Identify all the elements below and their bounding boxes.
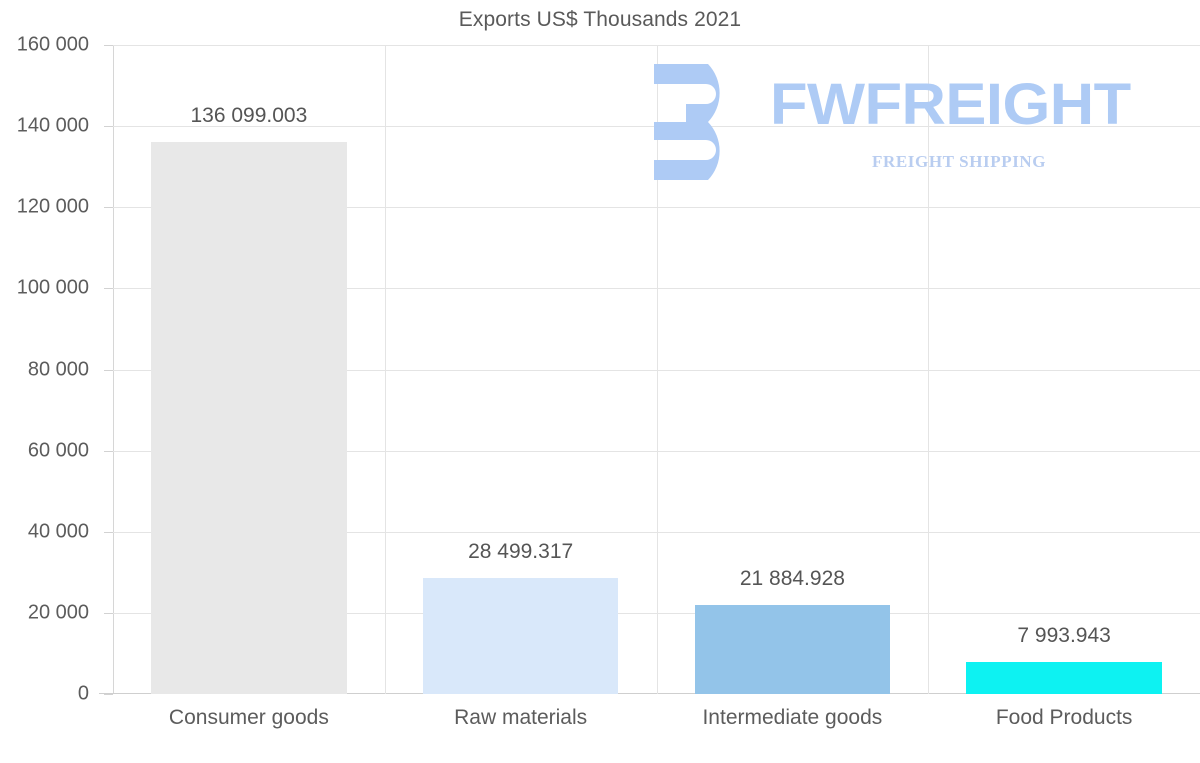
y-axis-tick-label: 40 000: [27, 520, 89, 543]
gridline-horizontal: [113, 288, 1200, 290]
x-axis-tick-label: Consumer goods: [168, 706, 329, 729]
y-axis-tick-mark: [104, 450, 113, 452]
y-axis-tick-label: 20 000: [27, 601, 89, 624]
gridline-horizontal: [113, 612, 1200, 614]
y-axis-tick-label: 100 000: [16, 276, 89, 299]
y-axis-tick-label: 140 000: [16, 114, 89, 137]
y-axis-tick-label: 60 000: [27, 439, 89, 462]
y-axis-tick-mark: [104, 207, 113, 209]
gridline-horizontal: [113, 207, 1200, 209]
y-axis-tick-mark: [104, 126, 113, 128]
x-axis-tick-label: Intermediate goods: [702, 706, 883, 729]
x-axis-tick-label: Raw materials: [454, 706, 588, 729]
chart-title: Exports US$ Thousands 2021: [458, 8, 742, 31]
y-axis-tick-label: 120 000: [16, 195, 89, 218]
y-axis-tick-mark: [104, 45, 113, 46]
y-axis-tick-label: 0: [77, 682, 89, 705]
x-axis-baseline: [99, 693, 1200, 694]
gridline-horizontal: [113, 531, 1200, 533]
gridline-vertical: [928, 45, 929, 694]
y-axis-tick-mark: [104, 531, 113, 533]
y-axis-tick-mark: [104, 288, 113, 290]
bar-consumer-goods[interactable]: [151, 141, 347, 694]
bar-value-label: 7 993.943: [1017, 623, 1111, 647]
plot-area: 0 20 000 40 000 60 000 80 000 100 000 120 000 1…: [17, 34, 1200, 729]
y-axis-tick-mark: [104, 612, 113, 614]
gridline-horizontal: [113, 450, 1200, 452]
bar-value-label: 136 099.003: [190, 103, 308, 127]
bar-intermediate-goods[interactable]: [694, 605, 891, 694]
bar-food-products[interactable]: [966, 661, 1162, 694]
bar-raw-materials[interactable]: [422, 578, 619, 694]
gridline-horizontal: [113, 45, 1200, 46]
bar-value-label: 21 884.928: [739, 567, 845, 591]
y-axis-tick-mark: [104, 694, 113, 695]
bar-value-label: 28 499.317: [468, 540, 574, 564]
gridline-horizontal: [113, 369, 1200, 371]
x-axis-tick-label: Food Products: [995, 706, 1133, 729]
y-axis-tick-label: 160 000: [16, 33, 89, 56]
y-axis-tick-label: 80 000: [27, 358, 89, 380]
gridline-vertical: [657, 45, 658, 694]
y-axis-tick-mark: [104, 369, 113, 371]
gridline-vertical: [385, 45, 386, 694]
